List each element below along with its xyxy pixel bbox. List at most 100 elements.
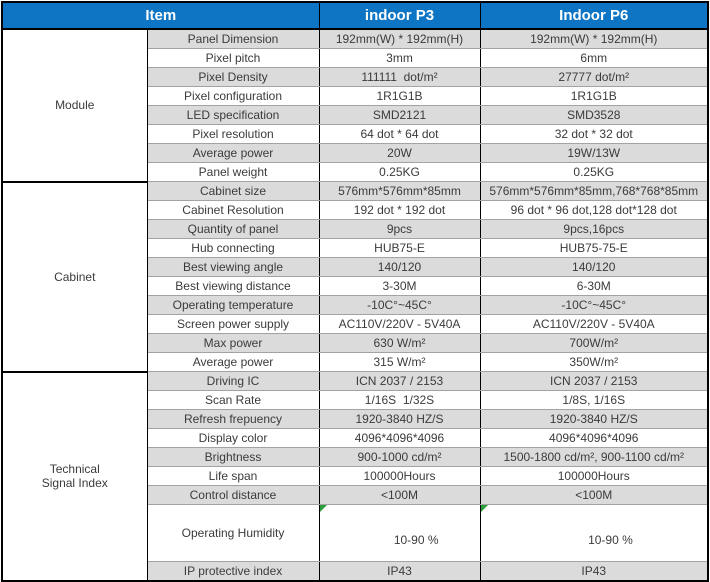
cell-text: 10-90 % — [588, 533, 633, 547]
cell-p6: 140/120 — [479, 257, 709, 277]
cell-p6: 100000Hours — [479, 466, 709, 486]
column-header-indoor-p6: Indoor P6 — [479, 2, 709, 30]
cell-p3: IP43 — [318, 561, 481, 582]
cell-p3: ICN 2037 / 2153 — [318, 371, 481, 391]
row-label: Refresh frepuency — [146, 409, 320, 429]
table-row: Best viewing distance 3-30M 6-30M — [2, 276, 709, 296]
table-row: Best viewing angle 140/120 140/120 — [2, 257, 709, 277]
table-row: Control distance <100M <100M — [2, 485, 709, 505]
cell-p3: SMD2121 — [318, 105, 481, 125]
cell-p6: <100M — [479, 485, 709, 505]
group-label-module: Module — [1, 29, 148, 183]
cell-p3: 0.25KG — [318, 162, 481, 182]
row-label: Quantity of panel — [146, 219, 320, 239]
group-label-technical-signal-index: Technical Signal Index — [1, 371, 148, 582]
column-header-indoor-p3: indoor P3 — [318, 2, 481, 30]
cell-p3: 315 W/m² — [318, 352, 481, 372]
cell-p6: HUB75-75-E — [479, 238, 709, 258]
cell-p3: <100M — [318, 485, 481, 505]
row-label: Panel weight — [146, 162, 320, 182]
cell-p3: 192 dot * 192 dot — [318, 200, 481, 220]
cell-p3: 900-1000 cd/m² — [318, 447, 481, 467]
row-label: Average power — [146, 352, 320, 372]
cell-p3: 111111 dot/m² — [318, 67, 481, 87]
cell-p6: 27777 dot/m² — [479, 67, 709, 87]
row-label: Pixel resolution — [146, 124, 320, 144]
cell-p3: HUB75-E — [318, 238, 481, 258]
cell-p3: 1/16S 1/32S — [318, 390, 481, 410]
row-label: Hub connecting — [146, 238, 320, 258]
cell-p3: 100000Hours — [318, 466, 481, 486]
green-corner-note-icon — [320, 505, 327, 512]
cell-p6: ICN 2037 / 2153 — [479, 371, 709, 391]
row-label: Cabinet Resolution — [146, 200, 320, 220]
table-row: LED specification SMD2121 SMD3528 — [2, 105, 709, 125]
row-label: Pixel Density — [146, 67, 320, 87]
row-label: Pixel pitch — [146, 48, 320, 68]
table-row: Scan Rate 1/16S 1/32S 1/8S, 1/16S — [2, 390, 709, 410]
table-row: Quantity of panel 9pcs 9pcs,16pcs — [2, 219, 709, 239]
cell-p6: 1/8S, 1/16S — [479, 390, 709, 410]
cell-p6: 700W/m² — [479, 333, 709, 353]
cell-p6: SMD3528 — [479, 105, 709, 125]
cell-p3: 3mm — [318, 48, 481, 68]
cell-p3: 140/120 — [318, 257, 481, 277]
table-row: Brightness 900-1000 cd/m² 1500-1800 cd/m… — [2, 447, 709, 467]
cell-p3: 3-30M — [318, 276, 481, 296]
row-label: Life span — [146, 466, 320, 486]
table-row: Average power 20W 19W/13W — [2, 143, 709, 163]
cell-p6: 6mm — [479, 48, 709, 68]
table-row: Pixel Density 111111 dot/m² 27777 dot/m² — [2, 67, 709, 87]
cell-p6: 0.25KG — [479, 162, 709, 182]
row-label: Scan Rate — [146, 390, 320, 410]
row-label: Best viewing distance — [146, 276, 320, 296]
cell-p6: -10C°~45C° — [479, 295, 709, 315]
table-row: Cabinet Cabinet size 576mm*576mm*85mm 57… — [1, 181, 709, 373]
cell-p3: 576mm*576mm*85mm — [318, 181, 481, 201]
row-label: Average power — [146, 143, 320, 163]
cell-p3: 192mm(W) * 192mm(H) — [318, 29, 481, 49]
row-label: Brightness — [146, 447, 320, 467]
row-label: Best viewing angle — [146, 257, 320, 277]
row-label: Panel Dimension — [146, 29, 320, 49]
table-row: Life span 100000Hours 100000Hours — [2, 466, 709, 486]
row-label: Operating temperature — [146, 295, 320, 315]
cell-p6: 96 dot * 96 dot,128 dot*128 dot — [479, 200, 709, 220]
green-corner-note-icon — [481, 505, 488, 512]
table-row: Max power 630 W/m² 700W/m² — [2, 333, 709, 353]
row-label: Max power — [146, 333, 320, 353]
cell-p6: 32 dot * 32 dot — [479, 124, 709, 144]
cell-p6: IP43 — [479, 561, 709, 582]
table-row: Pixel resolution 64 dot * 64 dot 32 dot … — [2, 124, 709, 144]
table-row: Refresh frepuency 1920-3840 HZ/S 1920-38… — [2, 409, 709, 429]
table-row: Average power 315 W/m² 350W/m² — [2, 352, 709, 372]
cell-p6: 350W/m² — [479, 352, 709, 372]
column-header-item: Item — [1, 2, 320, 30]
cell-p3: 630 W/m² — [318, 333, 481, 353]
cell-text: 10-90 % — [393, 533, 439, 547]
cell-p6: 9pcs,16pcs — [479, 219, 709, 239]
row-label: Pixel configuration — [146, 86, 320, 106]
row-label: Cabinet size — [146, 181, 320, 201]
table-row: Display color 4096*4096*4096 4096*4096*4… — [2, 428, 709, 448]
group-label-cabinet: Cabinet — [1, 181, 148, 373]
cell-p6: 4096*4096*4096 — [479, 428, 709, 448]
cell-p6: 192mm(W) * 192mm(H) — [479, 29, 709, 49]
table-row: Pixel pitch 3mm 6mm — [2, 48, 709, 68]
table-row: Cabinet Resolution 192 dot * 192 dot 96 … — [2, 200, 709, 220]
cell-p6: 6-30M — [479, 276, 709, 296]
table-row: Technical Signal Index Driving IC ICN 20… — [1, 371, 709, 582]
cell-p3: 1920-3840 HZ/S — [318, 409, 481, 429]
header-row: Item indoor P3 Indoor P6 — [1, 2, 709, 30]
row-label: IP protective index — [146, 561, 320, 582]
cell-p3: AC110V/220V - 5V40A — [318, 314, 481, 334]
cell-p3: 1R1G1B — [318, 86, 481, 106]
cell-p6: 1920-3840 HZ/S — [479, 409, 709, 429]
cell-p3: 10-90 % — [318, 504, 481, 562]
cell-p3: 9pcs — [318, 219, 481, 239]
table-row: Panel weight 0.25KG 0.25KG — [2, 162, 709, 182]
table-row: Hub connecting HUB75-E HUB75-75-E — [2, 238, 709, 258]
row-label: Driving IC — [146, 371, 320, 391]
